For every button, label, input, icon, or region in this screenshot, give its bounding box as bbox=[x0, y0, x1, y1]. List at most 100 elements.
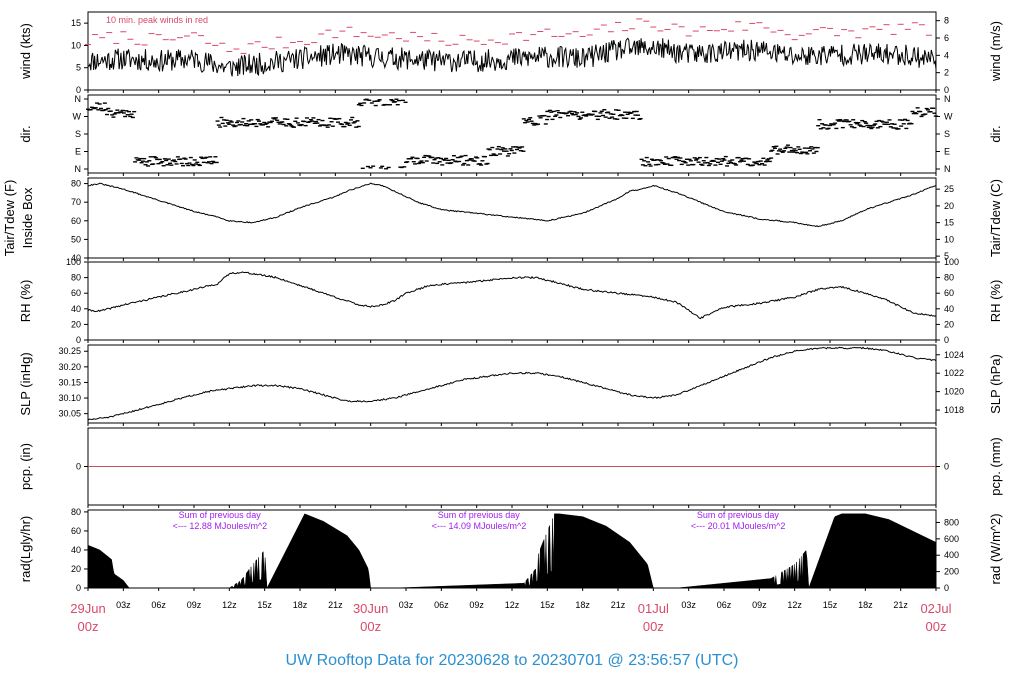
wind-peak-marks bbox=[85, 18, 932, 54]
rh-ylabel: RH (%) bbox=[18, 280, 33, 323]
hour-tick-label: 12z bbox=[787, 600, 802, 610]
hour-tick-label: 06z bbox=[151, 600, 166, 610]
dir-marks bbox=[86, 98, 938, 170]
slp-ylabel: SLP (inHg) bbox=[18, 352, 33, 415]
day-label-time: 00z bbox=[926, 619, 947, 634]
pcp-ylabel-right: pcp. (mm) bbox=[988, 437, 1003, 496]
tair-frame bbox=[87, 177, 937, 259]
rad-annotation-line1: Sum of previous day bbox=[438, 510, 521, 520]
hour-tick-label: 21z bbox=[611, 600, 626, 610]
hour-tick-label: 15z bbox=[257, 600, 272, 610]
rh-rtick-label: 60 bbox=[944, 288, 954, 298]
day-label-date: 30Jun bbox=[353, 601, 388, 616]
wind-ylabel: wind (kts) bbox=[18, 23, 33, 80]
hour-tick-label: 18z bbox=[858, 600, 873, 610]
dir-ytick-label: S bbox=[75, 129, 81, 139]
rad-rtick-label: 800 bbox=[944, 517, 959, 527]
tair-rtick-label: 20 bbox=[944, 201, 954, 211]
rad-annotation-line1: Sum of previous day bbox=[697, 510, 780, 520]
slp-rtick-label: 1022 bbox=[944, 368, 964, 378]
dir-ytick-label: N bbox=[75, 164, 82, 174]
tair-rtick-label: 5 bbox=[944, 251, 949, 261]
hour-tick-label: 21z bbox=[328, 600, 343, 610]
rad-ytick-label: 0 bbox=[76, 583, 81, 593]
slp-panel: 30.05 30.10 30.15 30.20 30.25 1018 1020 1022 102… bbox=[18, 344, 1003, 426]
wind-ytick-label: 0 bbox=[76, 85, 81, 95]
rad-ytick-label: 20 bbox=[71, 564, 81, 574]
tair-rtick-label: 10 bbox=[944, 234, 954, 244]
dir-rtick-label: N bbox=[944, 164, 951, 174]
rad-annotation-line2: <--- 20.01 MJoules/m^2 bbox=[691, 521, 786, 531]
wind-annotation: 10 min. peak winds in red bbox=[106, 15, 208, 25]
dir-rtick-label: W bbox=[944, 112, 953, 122]
tair-ytick-label: 80 bbox=[71, 179, 81, 189]
slp-ytick-label: 30.10 bbox=[58, 393, 81, 403]
hour-tick-label: 09z bbox=[469, 600, 484, 610]
hour-tick-label: 09z bbox=[752, 600, 767, 610]
day-label-date: 02Jul bbox=[920, 601, 951, 616]
tair-rtick-label: 15 bbox=[944, 218, 954, 228]
wind-rtick-label: 6 bbox=[944, 33, 949, 43]
rad-rtick-label: 200 bbox=[944, 567, 959, 577]
hour-tick-label: 06z bbox=[717, 600, 732, 610]
rad-annotation-line2: <--- 12.88 MJoules/m^2 bbox=[173, 521, 268, 531]
rh-ytick-label: 100 bbox=[66, 257, 81, 267]
slp-ytick-label: 30.20 bbox=[58, 362, 81, 372]
rh-ytick-label: 0 bbox=[76, 335, 81, 345]
hour-tick-label: 21z bbox=[893, 600, 908, 610]
wind-rtick-label: 2 bbox=[944, 68, 949, 78]
hour-tick-label: 09z bbox=[187, 600, 202, 610]
day-label-date: 29Jun bbox=[70, 601, 105, 616]
dir-frame bbox=[87, 94, 937, 174]
rh-rtick-label: 20 bbox=[944, 319, 954, 329]
footer-title: UW Rooftop Data for 20230628 to 20230701… bbox=[286, 652, 739, 669]
slp-line bbox=[87, 346, 937, 421]
hour-tick-label: 03z bbox=[116, 600, 131, 610]
pcp-ytick-label: 0 bbox=[76, 462, 81, 472]
rh-frame bbox=[87, 261, 937, 341]
rh-ytick-label: 20 bbox=[71, 319, 81, 329]
slp-ylabel-right: SLP (hPa) bbox=[988, 354, 1003, 414]
time-axis: 03z 06z 09z 12z 15z 18z 21z 03z 06z 09z 12z 15z 18z 2… bbox=[70, 600, 951, 634]
hour-tick-label: 18z bbox=[575, 600, 590, 610]
dir-rtick-label: E bbox=[944, 147, 950, 157]
tair-rtick-label: 25 bbox=[944, 184, 954, 194]
rad-annotation-line1: Sum of previous day bbox=[179, 510, 262, 520]
rad-rtick-label: 600 bbox=[944, 534, 959, 544]
rh-panel: 0 20 40 60 80 100 0 20 40 60 80 100 RH (%) RH (%) bbox=[18, 257, 1003, 345]
rad-rtick-label: 0 bbox=[944, 583, 949, 593]
hour-tick-label: 03z bbox=[681, 600, 696, 610]
tair-ytick-label: 40 bbox=[71, 253, 81, 263]
dir-ytick-label: W bbox=[73, 112, 82, 122]
hour-tick-label: 15z bbox=[540, 600, 555, 610]
rad-annotation-line2: <--- 14.09 MJoules/m^2 bbox=[432, 521, 527, 531]
wind-rtick-label: 8 bbox=[944, 16, 949, 26]
rh-ytick-label: 80 bbox=[71, 273, 81, 283]
rh-rtick-label: 0 bbox=[944, 335, 949, 345]
slp-ytick-label: 30.25 bbox=[58, 346, 81, 356]
wind-ytick-label: 5 bbox=[76, 63, 81, 73]
tair-ytick-label: 70 bbox=[71, 197, 81, 207]
day-label-date: 01Jul bbox=[638, 601, 669, 616]
tair-ytick-label: 50 bbox=[71, 234, 81, 244]
rad-ylabel: rad(Lgly/hr) bbox=[18, 516, 33, 582]
rh-ytick-label: 60 bbox=[71, 288, 81, 298]
slp-ytick-label: 30.15 bbox=[58, 377, 81, 387]
slp-rtick-label: 1020 bbox=[944, 387, 964, 397]
hour-tick-label: 12z bbox=[505, 600, 520, 610]
rh-ytick-label: 40 bbox=[71, 304, 81, 314]
tair-ylabel-right: Tair/Tdew (C) bbox=[988, 179, 1003, 257]
tair-ylabel-2: Inside Box bbox=[20, 187, 35, 248]
wind-panel: 0 5 10 15 0 2 4 6 8 wind (kts) wind (m/s) 10 min. p… bbox=[18, 11, 1003, 95]
rh-rtick-label: 100 bbox=[944, 257, 959, 267]
wind-line bbox=[87, 37, 937, 77]
slp-frame bbox=[87, 344, 937, 424]
slp-ytick-label: 30.05 bbox=[58, 409, 81, 419]
rad-ytick-label: 40 bbox=[71, 545, 81, 555]
hour-tick-label: 15z bbox=[823, 600, 838, 610]
slp-rtick-label: 1018 bbox=[944, 405, 964, 415]
rad-rtick-label: 400 bbox=[944, 550, 959, 560]
rad-ylabel-right: rad (W/m^2) bbox=[988, 513, 1003, 584]
